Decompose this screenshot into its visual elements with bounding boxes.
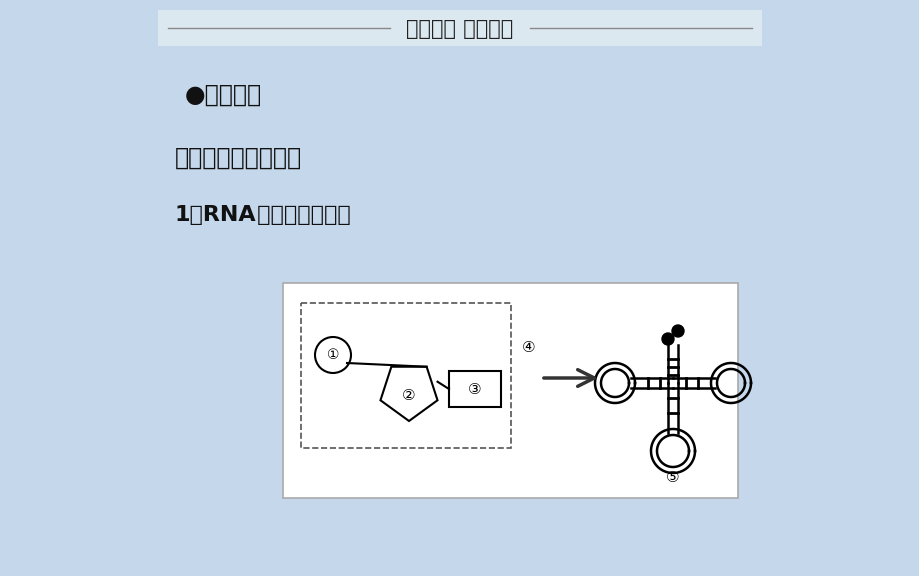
Polygon shape: [380, 367, 437, 421]
Text: ③: ③: [468, 381, 482, 396]
Text: 预习导学 思维启动: 预习导学 思维启动: [406, 19, 513, 39]
Text: 1．RNA: 1．RNA: [175, 205, 256, 225]
Text: 一、遗传信息的转录: 一、遗传信息的转录: [175, 146, 301, 170]
Circle shape: [314, 337, 351, 373]
Text: ②: ②: [402, 388, 415, 403]
FancyBboxPatch shape: [158, 10, 761, 46]
FancyBboxPatch shape: [283, 283, 737, 498]
Circle shape: [671, 325, 683, 337]
Circle shape: [662, 333, 674, 345]
FancyBboxPatch shape: [448, 371, 501, 407]
Text: 的结构和种类。: 的结构和种类。: [250, 205, 350, 225]
Text: ⑤: ⑤: [665, 471, 679, 486]
Text: ④: ④: [522, 340, 535, 355]
Text: ●知识梳理: ●知识梳理: [185, 83, 262, 107]
Text: ①: ①: [326, 348, 339, 362]
